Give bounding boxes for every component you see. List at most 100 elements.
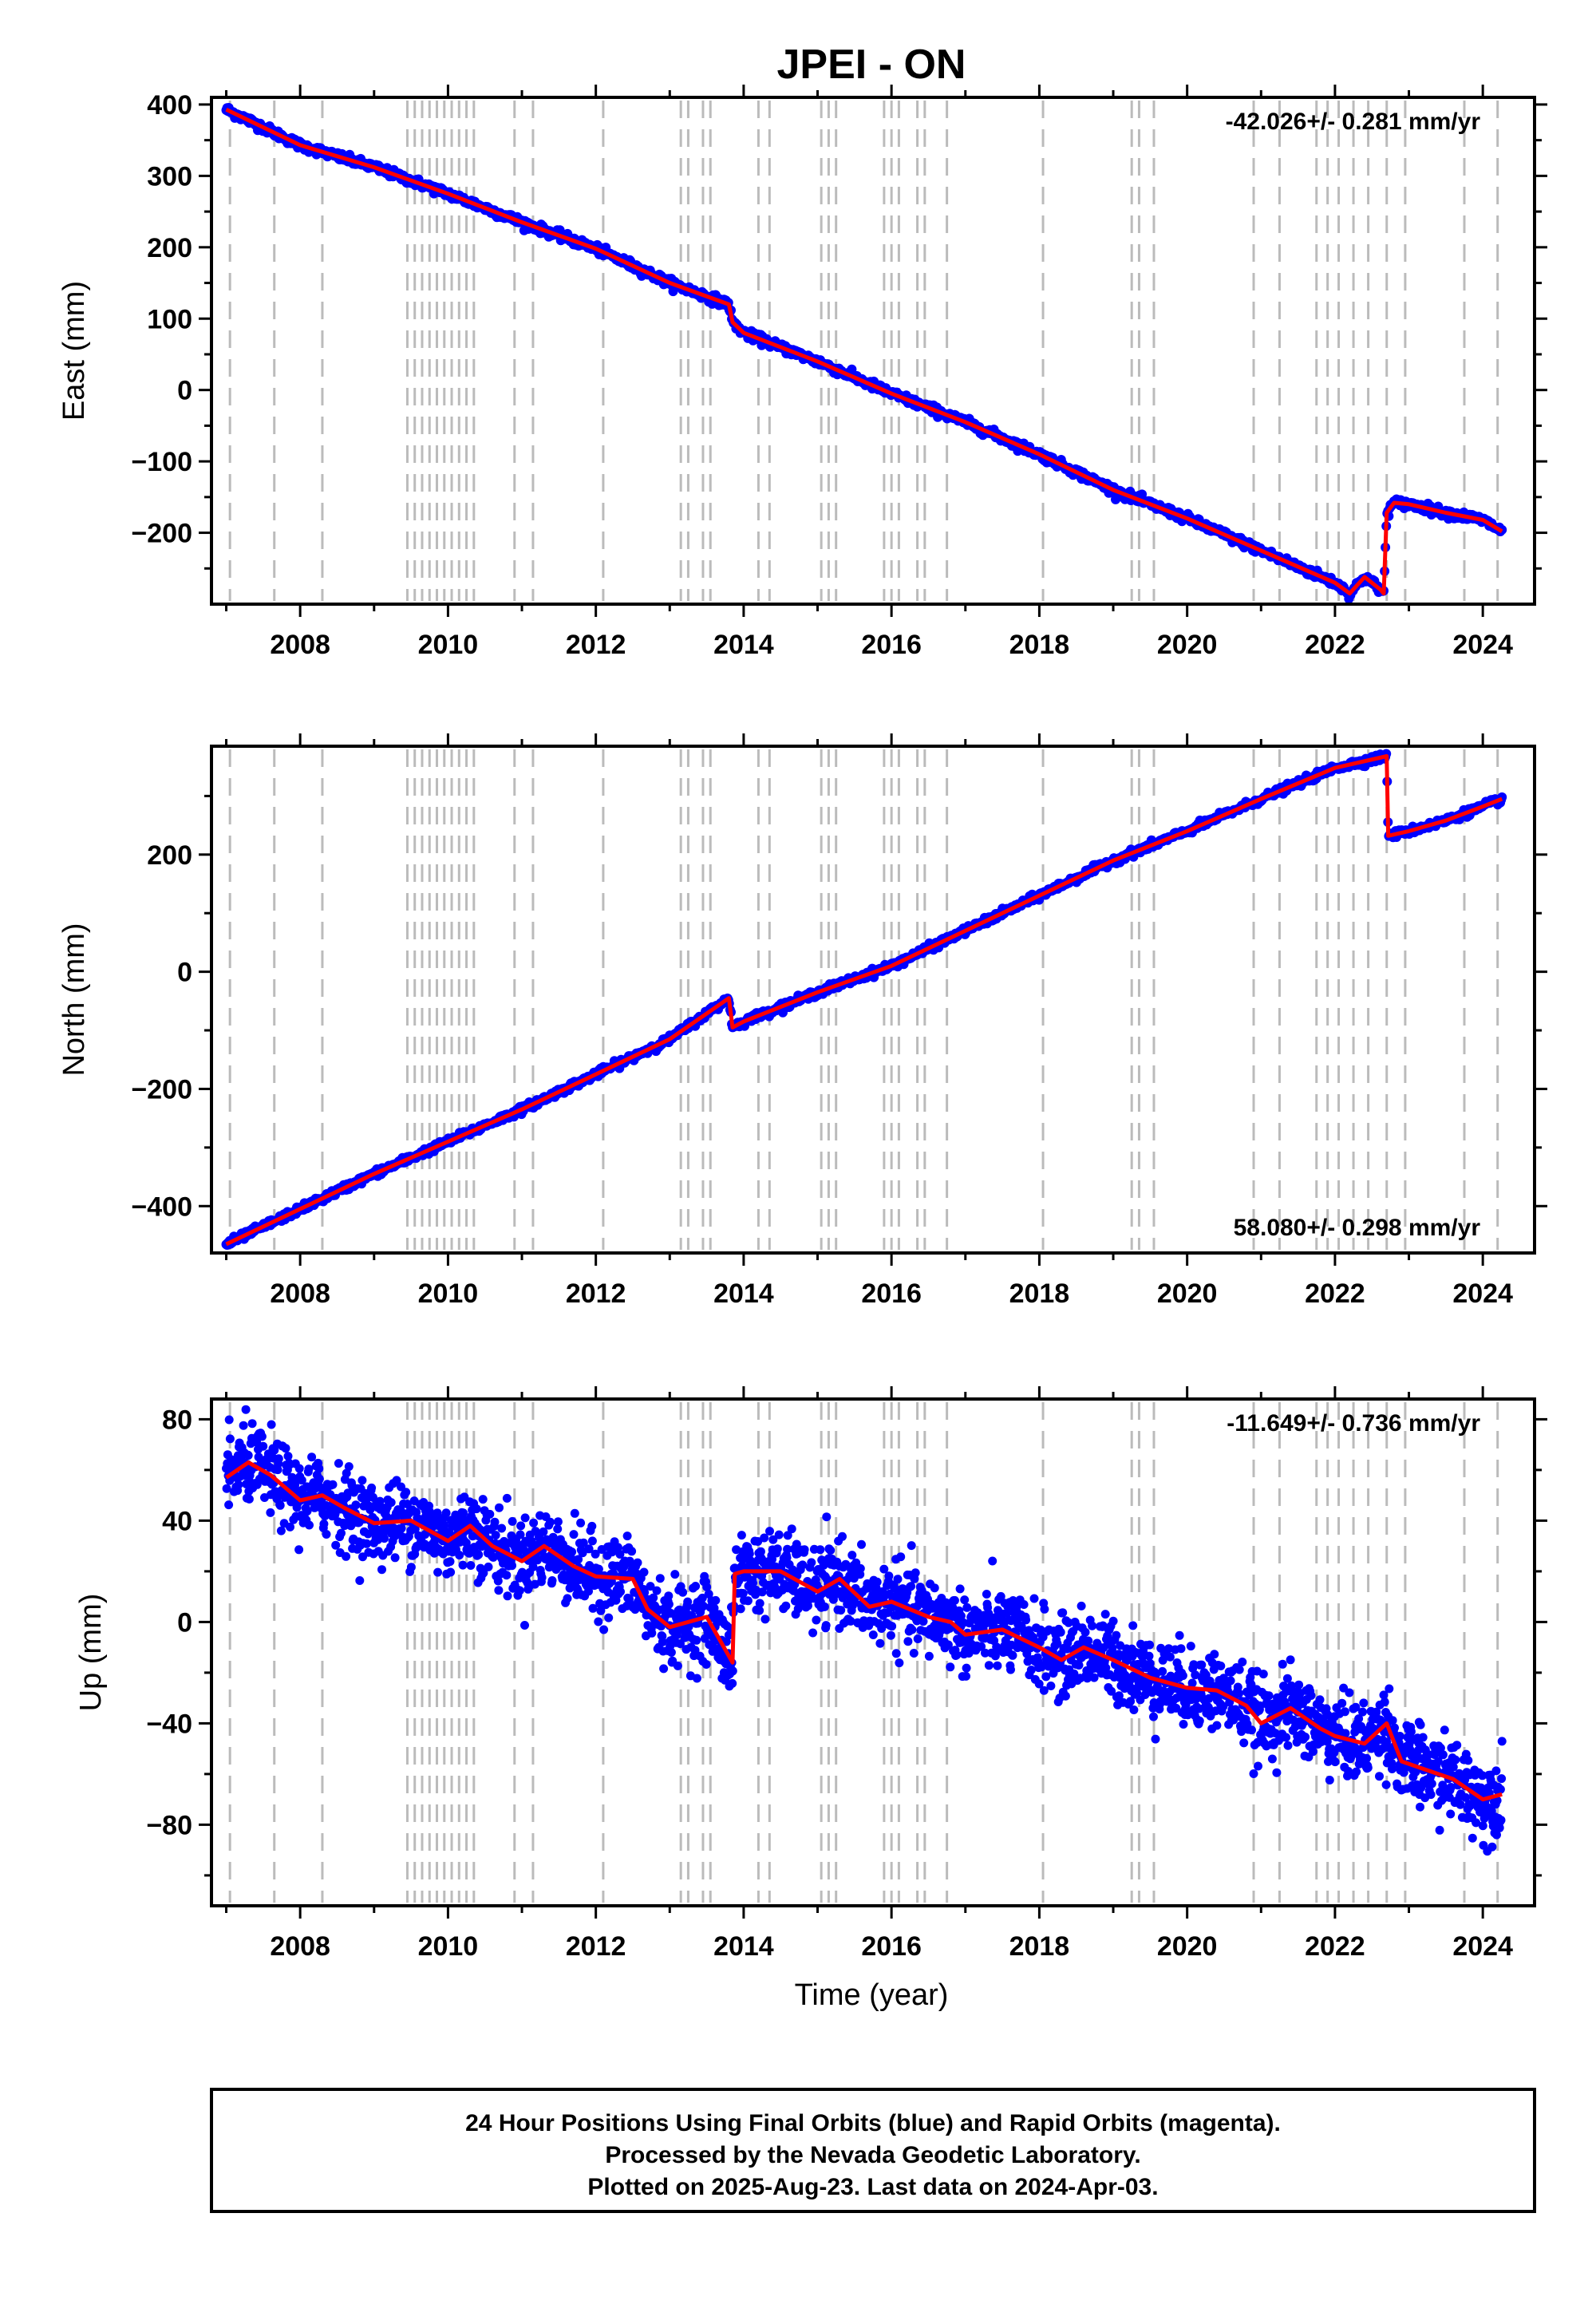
data-point bbox=[701, 1660, 711, 1669]
x-tick-label: 2022 bbox=[1305, 1279, 1365, 1309]
data-point bbox=[996, 1591, 1005, 1601]
data-point bbox=[502, 1571, 512, 1580]
data-point bbox=[868, 1630, 878, 1639]
data-point bbox=[683, 1597, 693, 1607]
data-point bbox=[704, 1589, 713, 1599]
data-point bbox=[344, 1462, 354, 1472]
data-point bbox=[587, 1521, 597, 1531]
data-point bbox=[952, 1650, 962, 1660]
data-point bbox=[569, 1530, 579, 1539]
data-point bbox=[622, 1531, 632, 1541]
data-point bbox=[652, 1586, 662, 1595]
data-point bbox=[672, 1630, 681, 1640]
data-point bbox=[529, 1518, 539, 1528]
y-tick-label: −100 bbox=[131, 447, 192, 477]
data-point bbox=[782, 1553, 792, 1563]
x-tick-label: 2020 bbox=[1157, 630, 1218, 660]
data-point bbox=[351, 1500, 361, 1510]
data-point bbox=[1002, 1609, 1012, 1618]
data-point bbox=[275, 1500, 285, 1510]
data-point bbox=[520, 1621, 529, 1630]
data-point bbox=[822, 1512, 832, 1522]
data-point bbox=[225, 1434, 235, 1444]
data-point bbox=[294, 1464, 304, 1473]
data-point bbox=[516, 1521, 526, 1531]
data-point bbox=[474, 1550, 484, 1559]
panel-frame bbox=[210, 96, 1536, 606]
y-tick-label: −200 bbox=[131, 1074, 192, 1105]
data-point bbox=[319, 1520, 329, 1528]
data-point bbox=[836, 1606, 846, 1615]
data-point bbox=[658, 1637, 667, 1646]
y-tick-label: 200 bbox=[147, 233, 192, 263]
data-point bbox=[553, 1524, 563, 1534]
data-point bbox=[907, 1582, 916, 1591]
data-point bbox=[984, 1661, 994, 1670]
data-point bbox=[377, 1565, 386, 1575]
data-point bbox=[702, 1583, 712, 1592]
data-point bbox=[390, 1553, 400, 1563]
fit-line bbox=[225, 754, 1503, 1247]
x-tick-label: 2010 bbox=[418, 1279, 479, 1309]
data-point bbox=[783, 1544, 792, 1554]
data-point bbox=[756, 1547, 765, 1556]
data-point bbox=[697, 1593, 707, 1603]
data-point bbox=[846, 1616, 855, 1626]
data-point bbox=[267, 1420, 276, 1429]
data-point bbox=[479, 1568, 488, 1578]
data-point bbox=[627, 1547, 637, 1556]
y-tick-label: 300 bbox=[147, 161, 192, 192]
data-point bbox=[314, 1474, 324, 1484]
data-point bbox=[728, 1678, 737, 1688]
data-point bbox=[798, 1560, 808, 1570]
data-point bbox=[895, 1658, 904, 1668]
data-point bbox=[807, 1558, 816, 1567]
data-point bbox=[527, 1536, 536, 1546]
data-point bbox=[613, 1543, 622, 1552]
data-point bbox=[342, 1468, 351, 1478]
data-point bbox=[546, 1517, 555, 1527]
x-tick-label: 2024 bbox=[1452, 1279, 1513, 1309]
data-point bbox=[239, 1421, 248, 1430]
data-point bbox=[891, 1649, 901, 1658]
data-point bbox=[1056, 1627, 1065, 1637]
data-point bbox=[918, 1617, 928, 1626]
data-point bbox=[257, 1432, 267, 1441]
data-point bbox=[494, 1586, 504, 1595]
data-point bbox=[495, 1503, 504, 1512]
data-point bbox=[297, 1476, 306, 1485]
y-tick-label: 400 bbox=[147, 90, 192, 121]
data-point bbox=[960, 1595, 970, 1605]
data-point bbox=[907, 1541, 916, 1551]
data-point bbox=[567, 1547, 577, 1557]
data-point bbox=[903, 1637, 913, 1646]
data-point bbox=[441, 1508, 451, 1518]
data-point bbox=[516, 1530, 525, 1539]
data-point bbox=[886, 1630, 895, 1640]
rate-annotation: -42.026+/- 0.281 mm/yr bbox=[1226, 109, 1481, 135]
data-point bbox=[896, 1552, 906, 1562]
data-point bbox=[728, 1666, 737, 1676]
data-point bbox=[537, 1573, 547, 1583]
x-tick-label: 2012 bbox=[566, 630, 626, 660]
data-point bbox=[380, 1534, 389, 1543]
data-point bbox=[664, 1599, 674, 1609]
data-point bbox=[445, 1557, 455, 1567]
data-point bbox=[691, 1582, 701, 1591]
data-point bbox=[1019, 1600, 1029, 1609]
data-point bbox=[365, 1505, 375, 1515]
data-point bbox=[670, 1570, 680, 1579]
data-point bbox=[241, 1405, 251, 1414]
data-point bbox=[847, 1551, 857, 1560]
data-point bbox=[304, 1464, 314, 1474]
data-point bbox=[224, 1500, 234, 1510]
data-point bbox=[243, 1451, 253, 1460]
data-point bbox=[911, 1568, 920, 1578]
data-point bbox=[887, 1622, 897, 1631]
up-panel: 2008 2010 2012 2014 2016 2018 2020 2022 2024−80−… bbox=[74, 1386, 1547, 1962]
data-point bbox=[616, 1587, 625, 1596]
y-tick-label: −400 bbox=[131, 1192, 192, 1222]
data-point bbox=[355, 1576, 365, 1585]
y-tick-label: −200 bbox=[131, 519, 192, 549]
